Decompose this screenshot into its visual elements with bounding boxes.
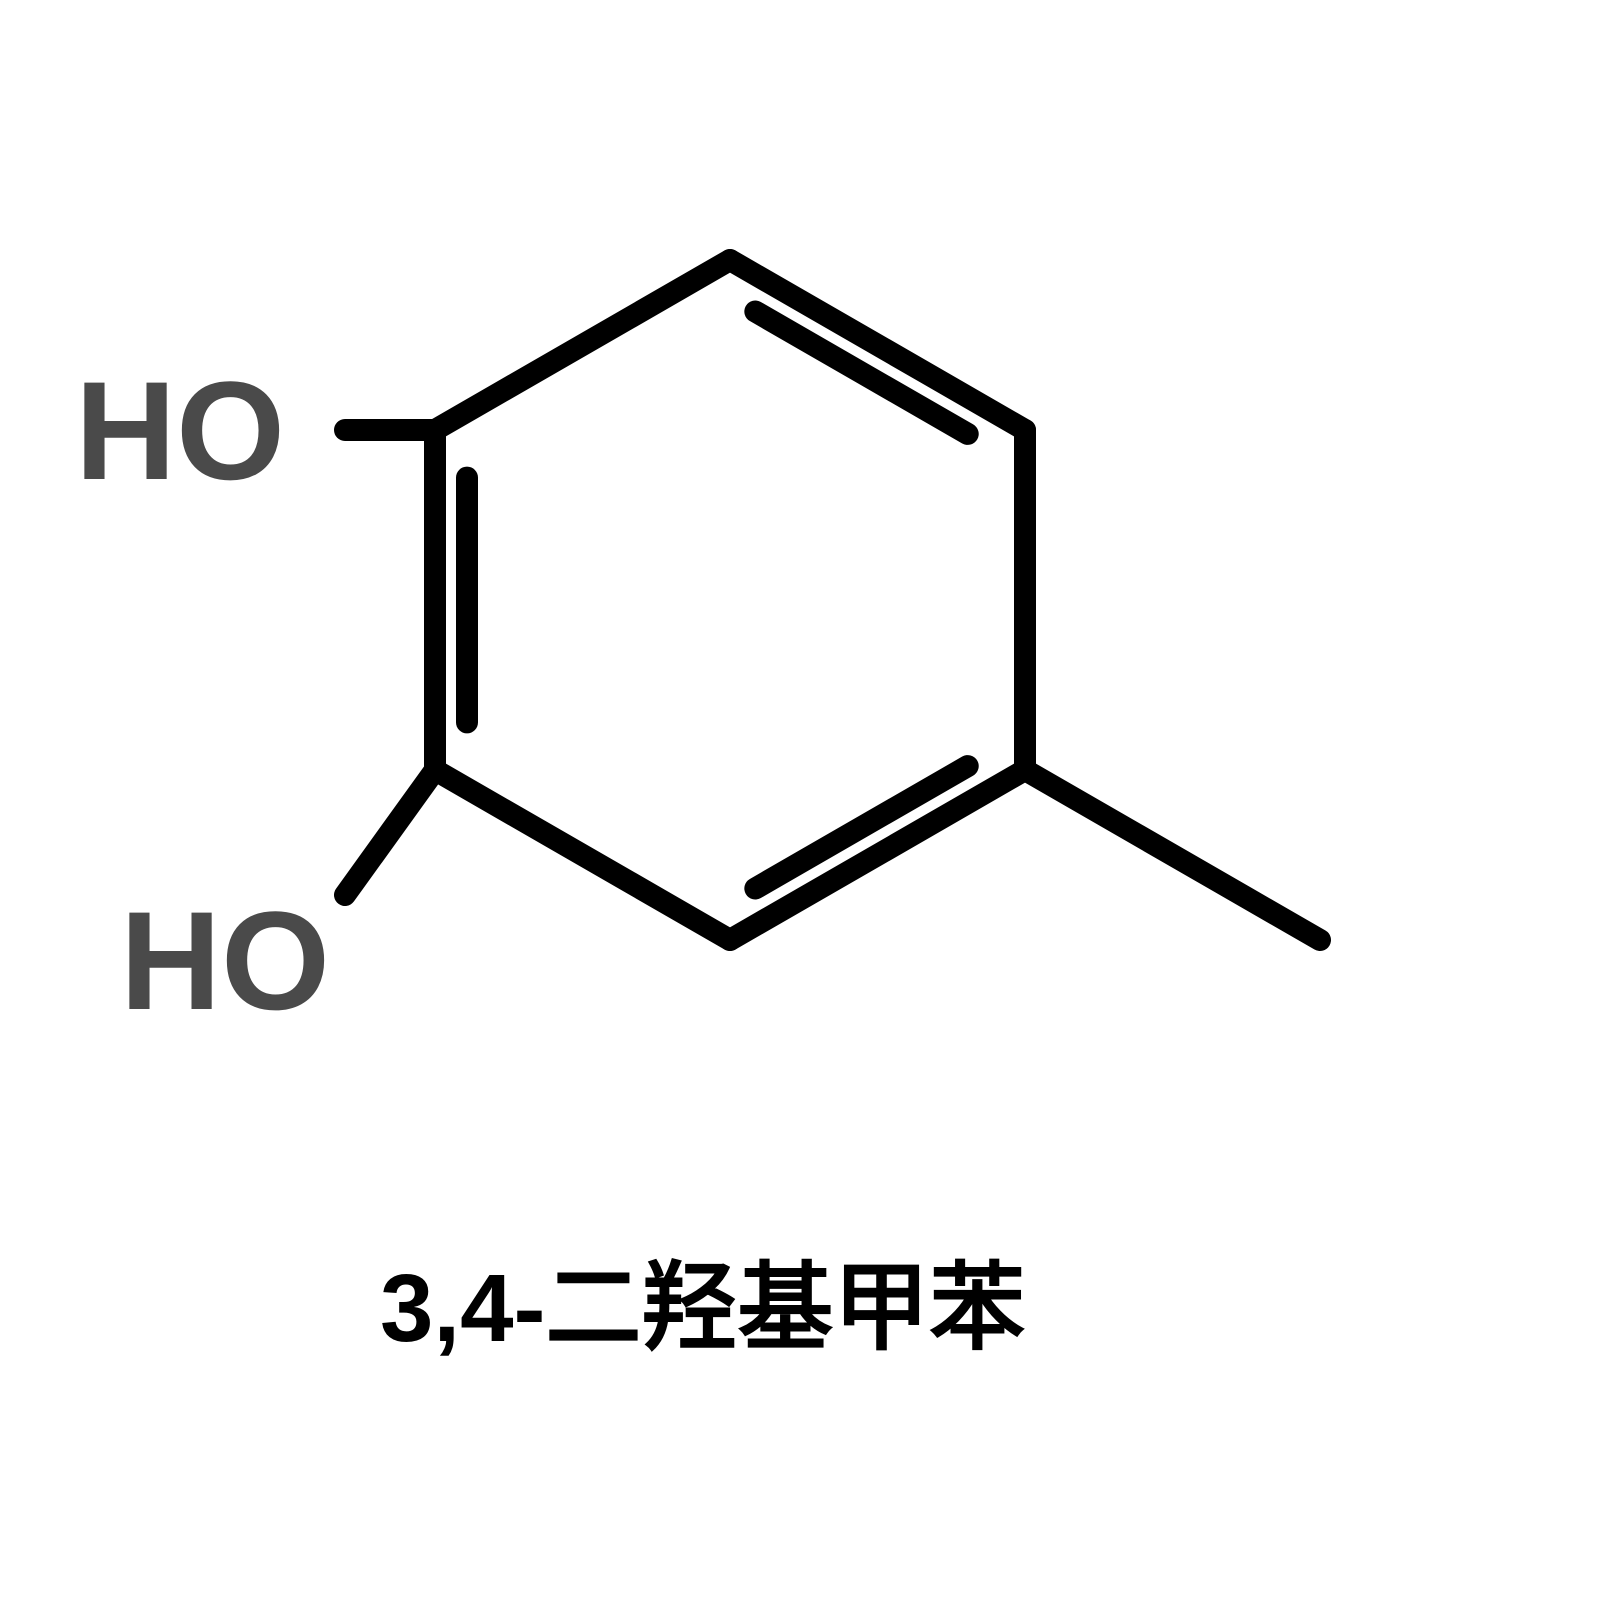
atom-label-ho-bottom: HO (120, 880, 330, 1042)
chemical-diagram: HO HO 3,4-二羟基甲苯 (0, 0, 1600, 1601)
compound-name-caption: 3,4-二羟基甲苯 (380, 1230, 1025, 1369)
atom-label-ho-top: HO (75, 350, 285, 512)
